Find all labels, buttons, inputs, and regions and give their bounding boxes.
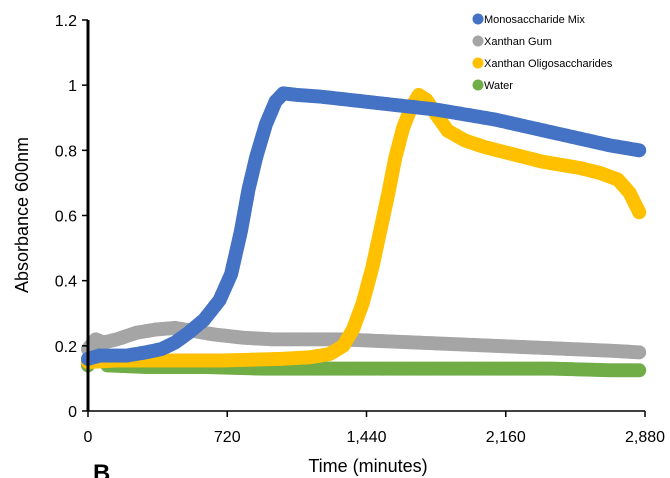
x-axis-title: Time (minutes) [308, 456, 427, 476]
series-xanthan-gum [81, 320, 647, 360]
x-tick-label: 2,880 [625, 429, 665, 446]
legend-marker [472, 57, 484, 69]
data-point [632, 143, 647, 158]
legend-label: Xanthan Oligosaccharides [484, 58, 613, 70]
legend-label: Xanthan Gum [484, 36, 552, 48]
x-ticks: 0 720 1,440 2,160 2,880 [84, 411, 665, 446]
x-tick-label: 0 [84, 429, 93, 446]
y-tick-label: 0.2 [55, 339, 77, 356]
x-tick-label: 720 [214, 429, 241, 446]
y-tick-label: 1.2 [55, 13, 77, 30]
data-point [632, 363, 647, 378]
legend: Monosaccharide Mix Xanthan Gum Xanthan Oli… [472, 13, 613, 92]
y-tick-label: 0.4 [55, 274, 77, 291]
y-tick-label: 1 [68, 78, 77, 95]
legend-marker [472, 35, 484, 47]
y-ticks: 0 0.2 0.4 0.6 0.8 1 1.2 [55, 13, 88, 421]
data-point [632, 205, 647, 220]
x-tick-label: 1,440 [346, 429, 386, 446]
y-tick-label: 0.6 [55, 209, 77, 226]
panel-letter: B [93, 460, 110, 478]
data-point [632, 345, 647, 360]
legend-label: Monosaccharide Mix [484, 14, 585, 26]
x-tick-label: 2,160 [486, 429, 526, 446]
legend-marker [472, 79, 484, 91]
legend-marker [472, 13, 484, 25]
series-monosaccharide-mix [81, 86, 647, 366]
y-axis-title: Absorbance 600nm [12, 137, 32, 293]
legend-label: Water [484, 80, 513, 92]
y-tick-label: 0 [68, 404, 77, 421]
y-tick-label: 0.8 [55, 143, 77, 160]
plot-series [81, 86, 647, 378]
